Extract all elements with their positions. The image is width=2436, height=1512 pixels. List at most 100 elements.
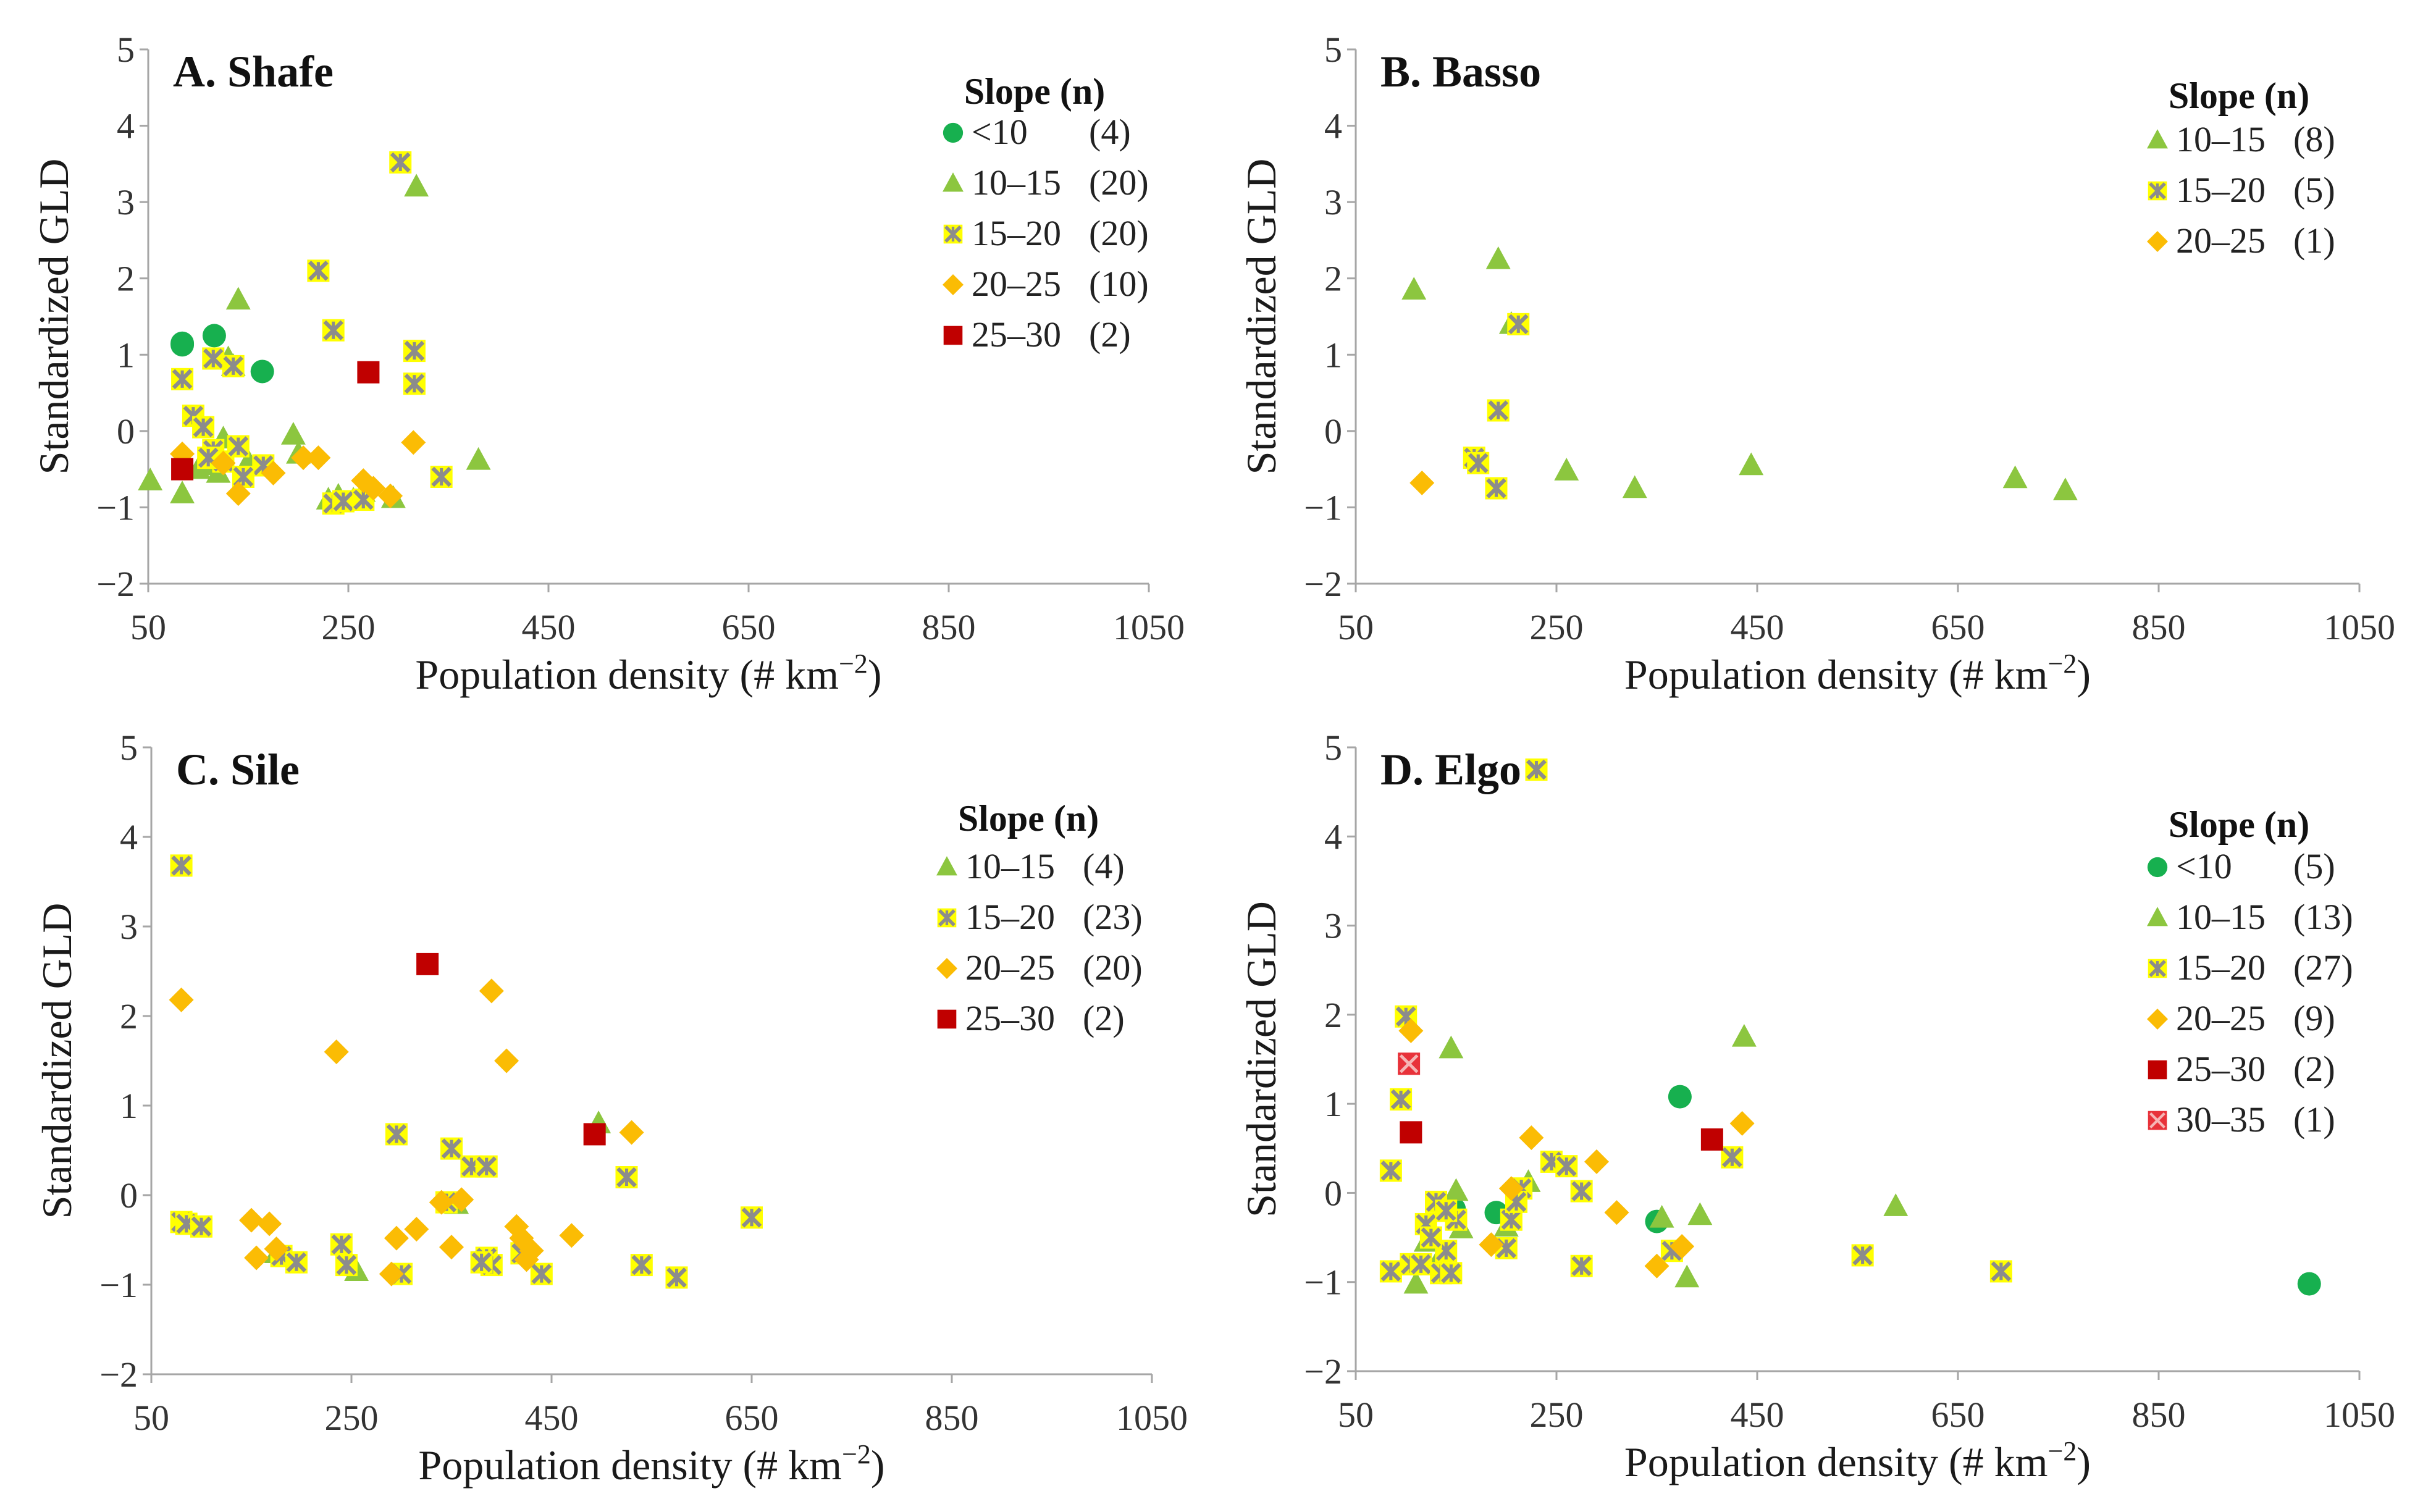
legend-count: (2) [1083,998,1125,1038]
y-tick-label: 0 [117,411,135,452]
data-point-10-15 [170,481,195,503]
y-tick-label: 3 [1324,182,1342,222]
data-point-15-20 [430,466,453,488]
legend-count: (2) [2293,1049,2335,1089]
x-tick-label: 450 [1731,1395,1784,1435]
x-axis-title-base: Population density (# km [415,651,839,698]
data-point-15-20 [470,1251,493,1274]
y-tick-label: 1 [1324,1084,1342,1124]
series-20-25 [1409,470,1435,495]
data-point-15-20 [322,319,345,342]
data-point-20-25 [401,430,426,455]
data-point-15-20 [403,372,426,395]
data-point-20-25 [257,1211,282,1237]
data-point-lt10 [202,324,226,348]
legend-swatch-15-20 [2148,959,2167,978]
legend-label: 30–35 [2176,1099,2266,1140]
x-axis-title-end: ) [2077,651,2091,698]
data-point-15-20 [530,1262,553,1285]
legend-swatch-lt10 [2147,857,2168,878]
y-tick-label: 3 [117,182,135,222]
y-tick-label: 0 [1324,411,1342,452]
x-tick-label: 850 [2132,607,2186,647]
x-tick-label: 250 [322,607,376,647]
data-point-25-30 [583,1123,606,1146]
x-tick-label: 1050 [2324,1395,2395,1435]
series-30-35 [1398,1052,1421,1075]
x-tick-label: 1050 [1116,1398,1188,1438]
x-tick-label: 650 [1931,607,1985,647]
series-20-25 [169,978,644,1287]
data-point-15-20 [1555,1155,1578,1178]
data-point-15-20 [1485,477,1508,500]
legend-count: (10) [1089,264,1149,304]
legend-swatch-10-15 [2147,907,2168,926]
legend-title: Slope (n) [964,71,1105,112]
data-point-20-25 [519,1238,544,1263]
legend-count: (5) [2293,846,2335,886]
data-point-15-20 [1570,1180,1593,1203]
legend-label: 25–30 [972,314,1061,355]
legend-label: 20–25 [972,264,1061,304]
data-point-25-30 [171,458,194,481]
data-point-20-25 [378,483,403,508]
panel-title: B. Basso [1380,47,1541,96]
legend-item-25-30: 25–30 (2) [943,314,1131,355]
data-point-lt10 [1668,1085,1692,1109]
data-point-20-25 [429,1190,454,1215]
data-point-lt10 [250,359,274,384]
panel-title: D. Elgo [1380,745,1521,794]
data-point-25-30 [1700,1128,1723,1151]
data-point-15-20 [192,416,215,439]
data-point-15-20 [1570,1254,1593,1277]
y-tick-label: −1 [99,1265,138,1305]
data-point-15-20 [1525,758,1548,781]
data-point-10-15 [404,174,429,197]
x-axis-title-base: Population density (# km [418,1442,842,1489]
legend-swatch-20-25 [936,958,957,979]
y-tick-label: 3 [1324,906,1342,946]
data-point-15-20 [615,1166,638,1188]
data-point-15-20 [1435,1199,1458,1222]
legend-item-10-15: 10–15 (8) [2147,119,2335,159]
legend-item-15-20: 15–20 (20) [943,213,1149,253]
legend-label: 10–15 [2176,119,2266,159]
legend-count: (8) [2293,119,2335,159]
legend-count: (4) [1089,112,1131,152]
legend-title: Slope (n) [2169,75,2309,116]
data-point-15-20 [1379,1159,1402,1182]
x-tick-label: 250 [1530,607,1584,647]
data-point-10-15 [2052,477,2078,500]
x-tick-label: 250 [325,1398,379,1438]
x-tick-label: 850 [922,607,976,647]
data-point-20-25 [244,1245,269,1270]
legend-label: 25–30 [965,998,1055,1038]
legend-title: Slope (n) [958,798,1099,839]
data-point-20-25 [261,460,286,485]
series-15-20 [1379,758,2012,1285]
series-15-20 [1463,313,1530,500]
data-point-20-25 [404,1217,429,1242]
legend-count: (23) [1083,897,1143,937]
data-point-10-15 [1554,458,1579,481]
legend-swatch-25-30 [937,1009,957,1029]
x-tick-label: 50 [130,607,166,647]
legend-label: 25–30 [2176,1049,2266,1089]
x-axis-title: Population density (# km−2) [1624,1436,2091,1485]
data-point-10-15 [1485,246,1511,269]
legend-swatch-10-15 [2147,129,2168,149]
data-point-10-15 [225,287,251,310]
y-tick-label: 2 [1324,995,1342,1035]
data-point-10-15 [1403,1270,1429,1294]
y-tick-label: 5 [120,728,138,768]
y-tick-label: −2 [1304,564,1342,604]
data-point-15-20 [202,347,225,370]
data-point-15-20 [222,355,245,377]
data-point-15-20 [335,1254,358,1277]
data-point-20-25 [1498,1176,1524,1201]
data-point-20-25 [225,481,251,506]
legend-item-lt10: <10 (4) [943,112,1131,152]
panel-title: C. Sile [176,745,300,794]
